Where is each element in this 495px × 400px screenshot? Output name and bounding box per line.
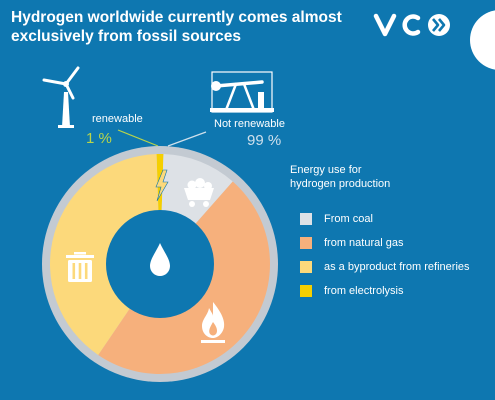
flame-icon (201, 302, 225, 343)
title-line-2: exclusively from fossil sources (11, 28, 242, 45)
trash-can-icon (66, 252, 94, 282)
vco-logo (373, 13, 450, 37)
legend-label-refineries: as a byproduct from refineries (324, 261, 470, 273)
legend-item-electrolysis: from electrolysis (300, 284, 403, 298)
renewable-percent: 1 % (86, 130, 112, 147)
legend-label-natural-gas: from natural gas (324, 237, 404, 249)
page-title: Hydrogen worldwide currently comes almos… (11, 8, 371, 46)
legend-item-coal: From coal (300, 212, 373, 226)
legend-item-natural-gas: from natural gas (300, 236, 403, 250)
wind-turbine-icon (42, 66, 80, 128)
legend-label-coal: From coal (324, 213, 373, 225)
coal-cart-icon (184, 178, 214, 207)
title-line-1: Hydrogen worldwide currently comes almos… (11, 9, 342, 26)
not-renewable-label: Not renewable (214, 118, 285, 130)
not-renewable-percent: 99 % (247, 132, 282, 149)
legend-title-line-2: hydrogen production (290, 178, 391, 190)
legend-title-line-1: Energy use for (290, 164, 362, 176)
legend-swatch-natural-gas (300, 237, 312, 249)
legend-swatch-coal (300, 213, 312, 225)
oil-pump-icon (210, 71, 274, 113)
legend-label-electrolysis: from electrolysis (324, 285, 404, 297)
lightning-icon (155, 169, 169, 202)
slice-refineries (50, 154, 160, 355)
not-renewable-pointer-line (167, 131, 207, 147)
legend-swatch-electrolysis (300, 285, 312, 297)
water-drop-icon (150, 243, 170, 276)
renewable-pointer-line (117, 129, 159, 147)
renewable-label: renewable (92, 113, 143, 125)
legend-title: Energy use for hydrogen production (290, 163, 390, 191)
legend-item-refineries: as a byproduct from refineries (300, 260, 470, 274)
legend-swatch-refineries (300, 261, 312, 273)
